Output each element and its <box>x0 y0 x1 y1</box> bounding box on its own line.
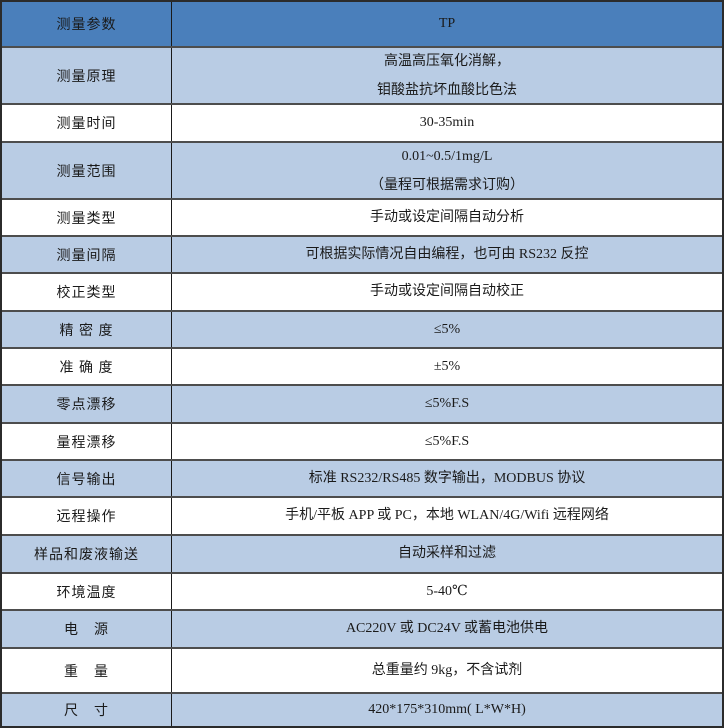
row-value-line: ≤5%F.S <box>424 433 470 449</box>
header-param-cell: 测量参数 <box>2 2 172 46</box>
row-value-line: AC220V 或 DC24V 或蓄电池供电 <box>345 621 549 636</box>
table-row: 精 密 度 ≤5% <box>2 310 722 347</box>
row-label-cell: 校正类型 <box>2 274 172 310</box>
row-label: 测量类型 <box>56 211 117 227</box>
row-label-cell: 测量类型 <box>2 200 172 235</box>
row-value-line: 30-35min <box>419 115 475 130</box>
table-row: 测量范围 0.01~0.5/1mg/L （量程可根据需求订购） <box>2 141 722 198</box>
table-row: 尺 寸 420*175*310mm( L*W*H) <box>2 692 722 726</box>
row-label: 远程操作 <box>56 510 117 525</box>
row-label: 校正类型 <box>56 286 117 301</box>
table-row: 远程操作 手机/平板 APP 或 PC，本地 WLAN/4G/Wifi 远程网络 <box>2 496 722 534</box>
row-value-line: 钼酸盐抗坏血酸比色法 <box>377 82 517 98</box>
row-value-cell: 5-40℃ <box>172 574 722 609</box>
row-label: 准 确 度 <box>59 360 114 376</box>
row-value-cell: 总重量约 9kg，不含试剂 <box>172 649 722 692</box>
row-label-cell: 环境温度 <box>2 574 172 609</box>
row-label: 测量时间 <box>56 117 117 132</box>
row-label: 重 量 <box>64 664 109 680</box>
row-label-cell: 测量范围 <box>2 143 172 198</box>
row-label: 样品和废液输送 <box>34 548 139 563</box>
table-row: 校正类型 手动或设定间隔自动校正 <box>2 272 722 310</box>
row-label-cell: 零点漂移 <box>2 386 172 422</box>
row-label: 量程漂移 <box>56 435 117 451</box>
row-value-cell: 自动采样和过滤 <box>172 536 722 572</box>
row-value-cell: ≤5% <box>172 312 722 347</box>
row-label-cell: 尺 寸 <box>2 694 172 726</box>
row-label-cell: 重 量 <box>2 649 172 692</box>
row-label: 尺 寸 <box>64 704 109 719</box>
table-row: 测量类型 手动或设定间隔自动分析 <box>2 198 722 235</box>
row-value-cell: 420*175*310mm( L*W*H) <box>172 694 722 726</box>
row-value-cell: 手动或设定间隔自动分析 <box>172 200 722 235</box>
row-value-line: ≤5%F.S <box>424 396 470 411</box>
table-row: 量程漂移 ≤5%F.S <box>2 422 722 459</box>
row-label: 测量间隔 <box>56 248 117 264</box>
table-row: 样品和废液输送 自动采样和过滤 <box>2 534 722 572</box>
row-label: 测量范围 <box>56 164 117 180</box>
header-param-label: 测量参数 <box>56 18 117 33</box>
row-value-cell: 标准 RS232/RS485 数字输出，MODBUS 协议 <box>172 461 722 496</box>
row-value-line: ±5% <box>433 358 461 374</box>
row-value-line: 5-40℃ <box>426 583 468 599</box>
table-row: 测量间隔 可根据实际情况自由编程，也可由 RS232 反控 <box>2 235 722 272</box>
row-value-cell: 高温高压氧化消解， 钼酸盐抗坏血酸比色法 <box>172 48 722 103</box>
row-label-cell: 信号输出 <box>2 461 172 496</box>
row-value-line: 高温高压氧化消解， <box>384 53 510 69</box>
header-value-label: TP <box>438 16 456 31</box>
row-value-line: 手动或设定间隔自动分析 <box>370 209 524 225</box>
table-row: 电 源 AC220V 或 DC24V 或蓄电池供电 <box>2 609 722 647</box>
row-value-line: 0.01~0.5/1mg/L <box>401 148 493 164</box>
row-value-line: 总重量约 9kg，不含试剂 <box>371 662 523 678</box>
row-value-line: 420*175*310mm( L*W*H) <box>368 702 526 717</box>
row-value-cell: 可根据实际情况自由编程，也可由 RS232 反控 <box>172 237 722 272</box>
row-label: 信号输出 <box>56 472 117 488</box>
row-value-line: 标准 RS232/RS485 数字输出，MODBUS 协议 <box>308 470 586 486</box>
row-value-cell: 手动或设定间隔自动校正 <box>172 274 722 310</box>
table-header-row: 测量参数 TP <box>2 2 722 46</box>
row-label-cell: 样品和废液输送 <box>2 536 172 572</box>
row-label-cell: 远程操作 <box>2 498 172 534</box>
row-value-cell: AC220V 或 DC24V 或蓄电池供电 <box>172 611 722 647</box>
table-row: 测量原理 高温高压氧化消解， 钼酸盐抗坏血酸比色法 <box>2 46 722 103</box>
row-label-cell: 电 源 <box>2 611 172 647</box>
row-value-cell: 30-35min <box>172 105 722 141</box>
table-row: 环境温度 5-40℃ <box>2 572 722 609</box>
row-label-cell: 精 密 度 <box>2 312 172 347</box>
row-value-line: 可根据实际情况自由编程，也可由 RS232 反控 <box>305 246 589 262</box>
table-row: 信号输出 标准 RS232/RS485 数字输出，MODBUS 协议 <box>2 459 722 496</box>
row-value-cell: 0.01~0.5/1mg/L （量程可根据需求订购） <box>172 143 722 198</box>
row-value-cell: 手机/平板 APP 或 PC，本地 WLAN/4G/Wifi 远程网络 <box>172 498 722 534</box>
row-label: 零点漂移 <box>56 398 117 413</box>
header-value-cell: TP <box>172 2 722 46</box>
table-row: 测量时间 30-35min <box>2 103 722 141</box>
table-row: 重 量 总重量约 9kg，不含试剂 <box>2 647 722 692</box>
row-label-cell: 测量间隔 <box>2 237 172 272</box>
row-value-cell: ≤5%F.S <box>172 386 722 422</box>
row-label: 测量原理 <box>56 69 117 85</box>
table-row: 零点漂移 ≤5%F.S <box>2 384 722 422</box>
row-label-cell: 量程漂移 <box>2 424 172 459</box>
row-value-line: 手机/平板 APP 或 PC，本地 WLAN/4G/Wifi 远程网络 <box>285 508 609 523</box>
row-value-line: （量程可根据需求订购） <box>370 177 524 193</box>
row-label-cell: 准 确 度 <box>2 349 172 384</box>
table-row: 准 确 度 ±5% <box>2 347 722 384</box>
row-label: 环境温度 <box>56 585 117 601</box>
row-value-line: 自动采样和过滤 <box>398 546 496 561</box>
row-label-cell: 测量时间 <box>2 105 172 141</box>
row-label: 精 密 度 <box>59 323 114 339</box>
row-label: 电 源 <box>64 623 109 638</box>
row-value-cell: ±5% <box>172 349 722 384</box>
row-value-line: 手动或设定间隔自动校正 <box>370 284 524 299</box>
row-label-cell: 测量原理 <box>2 48 172 103</box>
row-value-line: ≤5% <box>433 321 461 337</box>
row-value-cell: ≤5%F.S <box>172 424 722 459</box>
